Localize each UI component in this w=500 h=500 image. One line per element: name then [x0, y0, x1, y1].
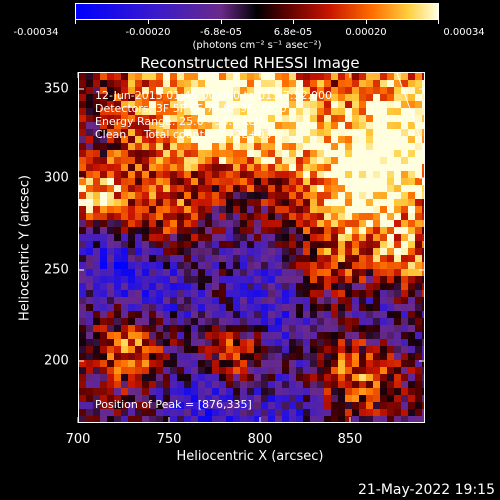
info-line-time: 12-Jun-2015 01:45:00.000 to 01:47:52.000: [95, 89, 333, 102]
limb-line: [396, 73, 424, 152]
x-axis-label: Heliocentric X (arcsec): [176, 449, 324, 464]
y-tick-label: 350: [44, 81, 69, 97]
colorbar-tick-label: 6.8e-05: [273, 27, 313, 38]
colorbar-tick: [438, 20, 439, 24]
y-tick-label: 200: [44, 353, 69, 369]
x-tick-label: 750: [156, 432, 182, 447]
x-tick-label: 800: [247, 432, 273, 447]
colorbar-tick-label: -0.00034: [13, 27, 59, 38]
colorbar-tick-label: -6.8e-05: [200, 27, 242, 38]
image-title: Reconstructed RHESSI Image: [140, 54, 360, 72]
info-line-counts: Clean Total counts: 4.72E+03: [95, 128, 272, 141]
peak-position-label: Position of Peak = [876,335]: [95, 398, 252, 411]
colorbar-tick: [75, 20, 76, 24]
colorbar-tick: [221, 20, 222, 24]
colorbar-tick-label: -0.00020: [125, 27, 171, 38]
y-tick-label: 250: [44, 262, 69, 278]
colorbar: [75, 3, 439, 20]
info-line-energy: Energy Range: 25.0 - 50.0 keV: [95, 115, 263, 128]
colorbar-tick: [293, 20, 294, 24]
footer-timestamp: 21-May-2022 19:15: [357, 482, 495, 498]
heatmap-image: [79, 73, 424, 422]
colorbar-tick: [366, 20, 367, 24]
y-axis-label: Heliocentric Y (arcsec): [17, 175, 33, 321]
colorbar-tick-label: 0.00020: [345, 27, 387, 38]
x-tick-label: 850: [337, 432, 363, 447]
colorbar-tick-label: 0.00034: [443, 27, 485, 38]
y-tick-label: 300: [44, 170, 69, 186]
info-line-detectors: Detectors: 3F 5F 6F 7F 8F 9F, Att 0: [95, 102, 287, 115]
rhessi-image: 12-Jun-2015 01:45:00.000 to 01:47:52.000…: [78, 72, 425, 423]
x-tick-label: 700: [65, 432, 91, 447]
colorbar-units: (photons cm⁻² s⁻¹ asec⁻²): [192, 40, 322, 51]
colorbar-tick: [148, 20, 149, 24]
